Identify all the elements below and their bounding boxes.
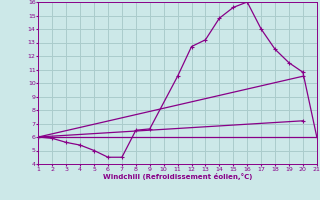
X-axis label: Windchill (Refroidissement éolien,°C): Windchill (Refroidissement éolien,°C) xyxy=(103,173,252,180)
